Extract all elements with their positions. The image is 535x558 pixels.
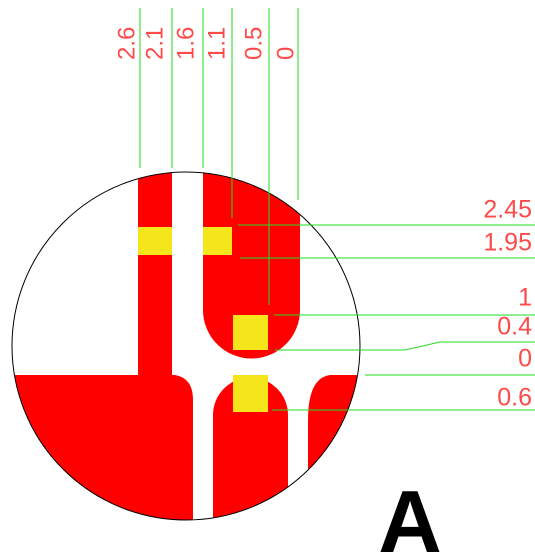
dimension-label: 2.45 (483, 196, 532, 224)
view-label: A (378, 472, 442, 558)
dimension-label: 0.5 (240, 27, 267, 60)
dimension-label: 0.6 (497, 384, 532, 412)
dimension-label: 1.95 (483, 229, 532, 257)
red-region (138, 172, 172, 380)
dimension-label: 1 (518, 284, 532, 312)
yellow-pad (138, 227, 172, 255)
dimension-label: 0 (272, 47, 299, 60)
part-section (12, 172, 360, 520)
dimension-label: 1.6 (172, 27, 199, 60)
yellow-pad (233, 375, 268, 412)
dimension-label: 0 (518, 345, 532, 373)
dimension-label: 0.4 (497, 313, 532, 341)
dimension-lines (139, 8, 535, 411)
yellow-pad (233, 315, 268, 350)
red-region (12, 375, 193, 520)
dimension-label: 1.1 (203, 27, 230, 60)
dimension-label: 2.6 (113, 27, 140, 60)
dimension-label: 2.1 (141, 27, 168, 60)
red-region (203, 172, 300, 359)
yellow-pad (203, 227, 232, 255)
outline (11, 171, 361, 521)
